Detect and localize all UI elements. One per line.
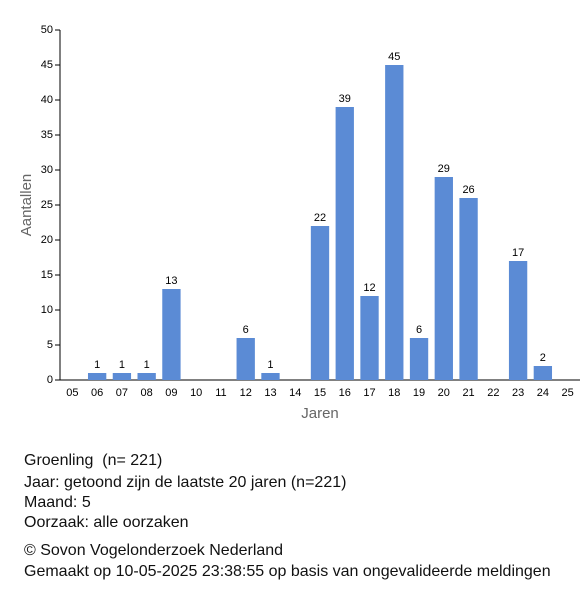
value-label: 26 [462, 184, 474, 196]
x-tick-label: 11 [215, 387, 226, 399]
bar [310, 226, 330, 380]
y-tick-label: 0 [47, 374, 53, 386]
value-label: 1 [144, 359, 150, 371]
bar [385, 65, 404, 380]
y-tick-label: 10 [41, 304, 53, 316]
x-tick-label: 15 [314, 387, 326, 399]
y-tick-label: 20 [41, 234, 53, 246]
value-label: 2 [540, 352, 546, 364]
x-tick-label: 08 [141, 387, 153, 399]
x-axis-label: Jaren [301, 405, 339, 422]
x-tick-label: 05 [66, 387, 78, 399]
bar [112, 373, 132, 380]
bar [137, 373, 156, 380]
value-label: 1 [94, 359, 100, 371]
x-tick-label: 06 [91, 387, 103, 399]
x-tick-label: 07 [116, 387, 128, 399]
bar [409, 338, 429, 380]
bar [162, 289, 181, 380]
info-line: Maand: 5 [24, 494, 91, 511]
info-line: Oorzaak: alle oorzaken [24, 514, 189, 531]
y-tick-label: 45 [41, 59, 53, 71]
bar [508, 261, 528, 380]
x-tick-label: 13 [264, 387, 276, 399]
y-tick-label: 5 [47, 339, 53, 351]
x-tick-label: 14 [289, 387, 301, 399]
x-tick-label: 22 [487, 387, 499, 399]
bar [459, 198, 478, 380]
y-tick-label: 40 [41, 94, 53, 106]
value-label: 1 [119, 359, 125, 371]
footer-line: © Sovon Vogelonderzoek Nederland [24, 542, 284, 559]
y-tick-label: 35 [41, 129, 53, 141]
x-tick-label: 16 [339, 387, 351, 399]
value-label: 17 [512, 247, 524, 259]
bar [261, 373, 280, 380]
bar [236, 338, 255, 380]
value-label: 29 [438, 163, 450, 175]
y-tick-label: 25 [41, 199, 53, 211]
bar [434, 177, 453, 380]
y-tick-label: 50 [41, 24, 53, 36]
x-tick-label: 21 [462, 387, 474, 399]
y-axis-label: Aantallen [18, 174, 35, 237]
bar [360, 296, 379, 380]
y-tick-label: 15 [41, 269, 53, 281]
y-tick-label: 30 [41, 164, 53, 176]
footer-line: Gemaakt op 10-05-2025 23:38:55 op basis … [24, 563, 551, 580]
value-label: 12 [363, 282, 375, 294]
value-label: 13 [165, 275, 177, 287]
x-tick-label: 24 [537, 387, 549, 399]
x-tick-label: 20 [438, 387, 450, 399]
x-tick-label: 09 [165, 387, 177, 399]
bar [335, 107, 354, 380]
x-tick-label: 25 [561, 387, 573, 399]
value-label: 39 [339, 93, 351, 105]
x-tick-label: 10 [190, 387, 202, 399]
value-label: 1 [267, 359, 273, 371]
bar [533, 366, 553, 380]
value-label: 45 [388, 51, 400, 63]
x-tick-label: 19 [413, 387, 425, 399]
x-tick-label: 17 [363, 387, 375, 399]
x-tick-label: 23 [512, 387, 524, 399]
x-tick-label: 12 [240, 387, 252, 399]
info-line: Jaar: getoond zijn de laatste 20 jaren (… [24, 474, 347, 491]
info-line: Groenling (n= 221) [24, 452, 163, 469]
value-label: 22 [314, 212, 326, 224]
value-label: 6 [416, 324, 422, 336]
value-label: 6 [243, 324, 249, 336]
x-tick-label: 18 [388, 387, 400, 399]
bar [87, 373, 107, 380]
